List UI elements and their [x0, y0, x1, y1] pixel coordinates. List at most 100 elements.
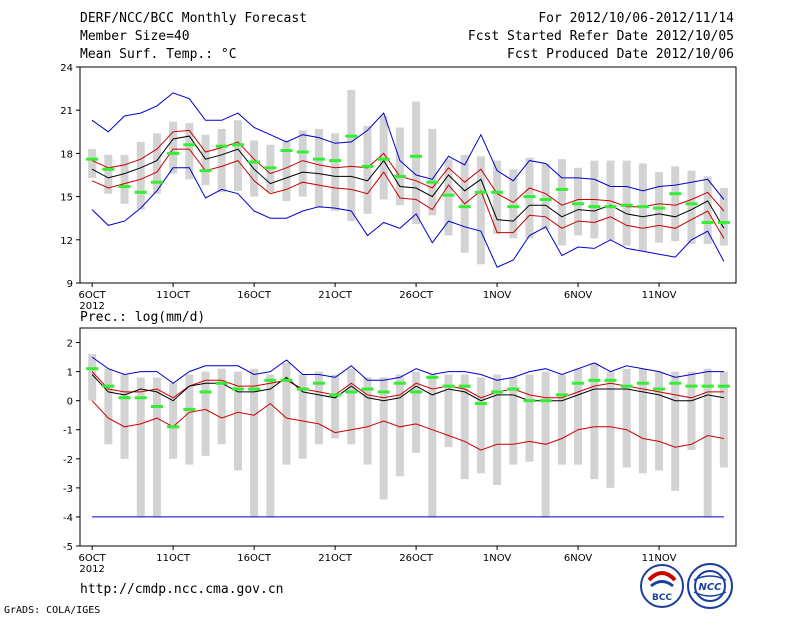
temp-x-year-label: 2012 [79, 301, 104, 312]
prec-box [719, 371, 728, 468]
temp-climatology-marker [134, 190, 147, 194]
temp-box [331, 133, 340, 211]
prec-climatology-marker [118, 396, 131, 400]
prec-climatology-marker [474, 402, 487, 406]
prec-climatology-marker [167, 425, 180, 429]
prec-climatology-marker [458, 384, 471, 388]
temp-x-tick-label: 6OCT [78, 290, 106, 301]
temp-climatology-marker [442, 193, 455, 197]
prec-x-tick-label: 11OCT [156, 553, 191, 564]
temp-climatology-marker [491, 190, 504, 194]
temp-climatology-marker [653, 206, 666, 210]
temp-climatology-marker [717, 221, 730, 225]
prec-box [379, 377, 388, 500]
prec-box [703, 368, 712, 517]
temp-line-mean [91, 135, 725, 229]
prec-climatology-marker [393, 381, 406, 385]
temp-climatology-marker [167, 151, 180, 155]
prec-y-tick-label: -4 [63, 513, 73, 524]
temp-box [476, 156, 485, 265]
prec-climatology-marker [426, 375, 439, 379]
prec-box [444, 374, 453, 448]
temp-line-min [91, 167, 725, 268]
prec-x-tick-label: 21OCT [318, 553, 353, 564]
temp-climatology-marker [118, 185, 131, 189]
temp-climatology-marker [393, 174, 406, 178]
temp-climatology-marker [183, 143, 196, 147]
temp-climatology-marker [604, 205, 617, 209]
prec-climatology-marker [312, 381, 325, 385]
prec-box [331, 374, 340, 439]
prec-climatology-marker [150, 404, 163, 408]
temp-climatology-marker [555, 187, 568, 191]
temp-climatology-marker [231, 143, 244, 147]
source-url[interactable]: http://cmdp.ncc.cma.gov.cn [80, 582, 284, 597]
temp-box [347, 90, 356, 222]
prec-climatology-marker [296, 387, 309, 391]
temp-line-upper [91, 129, 725, 212]
prec-x-tick-label: 16OCT [237, 553, 272, 564]
temp-climatology-marker [620, 203, 633, 207]
temp-x-tick-label: 16OCT [237, 290, 272, 301]
temp-box [185, 123, 194, 180]
prec-box [347, 368, 356, 445]
prec-x-tick-label: 1NOV [483, 553, 512, 564]
prec-box [120, 374, 129, 459]
temp-climatology-marker [410, 154, 423, 158]
prec-box [638, 368, 647, 474]
temp-box [412, 101, 421, 224]
prec-x-tick-label: 26OCT [399, 553, 434, 564]
prec-box [525, 374, 534, 462]
prec-climatology-marker [377, 390, 390, 394]
temp-line-max [91, 92, 725, 200]
temp-climatology-marker [523, 195, 536, 199]
temp-climatology-marker [329, 159, 342, 163]
prec-box [136, 377, 145, 517]
temp-climatology-marker [345, 134, 358, 138]
temp-climatology-marker [280, 149, 293, 153]
temp-box [120, 154, 129, 204]
prec-climatology-marker [215, 381, 228, 385]
temp-box [169, 121, 178, 174]
prec-climatology-marker [555, 393, 568, 397]
temp-box [671, 166, 680, 242]
prec-climatology-marker [199, 390, 212, 394]
prec-y-tick-label: -1 [63, 426, 73, 437]
prec-climatology-marker [280, 378, 293, 382]
prec-y-tick-label: -5 [63, 542, 73, 553]
temp-x-tick-label: 6NOV [564, 290, 593, 301]
member-size: Member Size=40 [80, 29, 190, 44]
temp-box [233, 120, 242, 191]
temp-x-tick-label: 1NOV [483, 290, 512, 301]
prec-y-tick-label: 1 [67, 368, 73, 379]
temp-climatology-marker [636, 205, 649, 209]
prec-climatology-marker [653, 387, 666, 391]
prec-box [169, 383, 178, 459]
temp-box [719, 187, 728, 246]
temp-box [88, 149, 97, 178]
prec-line-mean [91, 374, 724, 402]
temp-climatology-marker [507, 205, 520, 209]
temp-box [622, 160, 631, 246]
prec-box [298, 374, 307, 459]
prec-box [104, 368, 113, 445]
prec-climatology-marker [329, 393, 342, 397]
temp-box [557, 159, 566, 246]
temp-climatology-marker [264, 166, 277, 170]
prec-y-tick-label: 2 [67, 339, 73, 350]
prec-line-upper [91, 371, 724, 399]
prec-climatology-marker [717, 384, 730, 388]
grads-credit: GrADS: COLA/IGES [4, 605, 101, 616]
temp-line-lower [91, 148, 725, 239]
prec-line-max [91, 356, 724, 384]
temp-box [104, 154, 113, 194]
temp-climatology-marker [361, 164, 374, 168]
prec-box [606, 371, 615, 488]
temp-climatology-marker [150, 180, 163, 184]
temp-box [298, 130, 307, 197]
prec-y-tick-label: -3 [63, 484, 73, 495]
prec-box [622, 368, 631, 468]
temp-climatology-marker [588, 205, 601, 209]
prec-y-tick-label: -2 [63, 455, 73, 466]
prec-x-year-label: 2012 [79, 564, 104, 575]
